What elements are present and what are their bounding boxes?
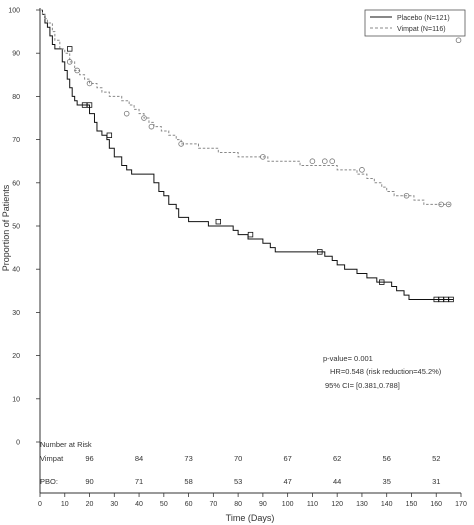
x-tick-label: 90	[259, 501, 267, 508]
placebo-censor-mark	[67, 46, 73, 52]
vimpat-censor-mark	[74, 67, 80, 74]
confidence-interval-text: 95% CI= [0.381,0.788]	[325, 381, 400, 390]
x-tick-label: 150	[406, 501, 418, 508]
placebo-survival-line	[40, 9, 454, 300]
vimpat-censor-mark	[123, 110, 130, 117]
risk-value-vimpat: 70	[234, 454, 242, 463]
risk-value-pbo: 71	[135, 477, 143, 486]
y-tick-label: 10	[12, 396, 20, 403]
y-tick-label: 60	[12, 180, 20, 187]
p-value-text: p-value= 0.001	[323, 354, 373, 363]
x-tick-label: 30	[110, 501, 118, 508]
vimpat-survival-line	[40, 9, 452, 205]
x-tick-label: 120	[331, 501, 343, 508]
risk-value-vimpat: 73	[184, 454, 192, 463]
risk-value-vimpat: 52	[432, 454, 440, 463]
legend-label-vimpat: Vimpat (N=116)	[397, 26, 446, 33]
vimpat-censor-mark	[260, 154, 266, 160]
y-tick-label: 0	[16, 440, 20, 447]
y-tick-label: 20	[12, 353, 20, 360]
vimpat-censor-mark	[148, 123, 155, 130]
y-tick-label: 70	[12, 137, 20, 144]
placebo-censor-mark	[247, 231, 254, 238]
risk-value-vimpat: 62	[333, 454, 341, 463]
vimpat-censor-mark	[86, 80, 93, 87]
x-tick-label: 130	[356, 501, 368, 508]
legend-label-placebo: Placebo (N=121)	[397, 15, 450, 22]
vimpat-censor-mark	[178, 141, 184, 147]
y-axis: 0 10 20 30 40 50 60 70 80 90 100 Proportion of Pat…	[1, 8, 41, 493]
risk-value-pbo: 53	[234, 477, 242, 486]
y-tick-label: 50	[12, 224, 20, 231]
x-tick-label: 170	[455, 501, 467, 508]
placebo-censor-mark	[106, 132, 113, 138]
vimpat-censor-mark	[359, 167, 365, 173]
risk-row-label-vimpat: Vimpat	[40, 454, 64, 463]
legend-box	[364, 9, 466, 37]
x-tick-label: 0	[38, 501, 42, 508]
y-tick-label: 100	[8, 8, 20, 15]
x-tick-label: 50	[160, 501, 168, 508]
y-tick-label: 40	[12, 267, 20, 274]
risk-value-pbo: 44	[333, 477, 341, 486]
vimpat-censor-mark	[403, 192, 410, 199]
risk-value-vimpat: 56	[383, 454, 391, 463]
vimpat-censor-mark	[309, 158, 316, 165]
vimpat-censor-mark	[455, 37, 462, 44]
x-axis: 0 10 20 30 40 50 60 70 80 90 100 110 120 130 140 150 160…	[38, 492, 467, 523]
x-tick-label: 100	[282, 501, 294, 508]
x-tick-group: 0 10 20 30 40 50 60 70 80 90 100 110 120 130 140 150 160…	[38, 493, 467, 508]
x-tick-label: 20	[86, 501, 94, 508]
x-tick-label: 110	[307, 501, 318, 508]
risk-value-vimpat: 67	[283, 454, 291, 463]
y-tick-group: 0 10 20 30 40 50 60 70 80 90 100	[8, 8, 40, 447]
vimpat-censor-mark	[445, 201, 452, 208]
risk-value-vimpat: 96	[85, 454, 93, 463]
x-tick-label: 70	[209, 501, 217, 508]
placebo-censor-mark	[379, 279, 385, 285]
risk-value-pbo: 47	[283, 477, 291, 486]
x-tick-label: 160	[430, 501, 442, 508]
stats-annotation: p-value= 0.001 HR=0.548 (risk reduction=…	[323, 354, 442, 390]
x-tick-label: 60	[185, 501, 193, 508]
risk-value-vimpat: 84	[135, 454, 143, 463]
vimpat-censor-mark	[66, 59, 73, 65]
risk-row-label-pbo: PBO:	[40, 477, 58, 486]
placebo-censor-mark	[86, 102, 93, 108]
risk-value-pbo: 90	[85, 477, 93, 486]
placebo-censor-mark	[448, 296, 454, 303]
y-axis-label: Proportion of Patients	[1, 184, 11, 271]
y-tick-label: 90	[12, 51, 20, 58]
hazard-ratio-text: HR=0.548 (risk reduction=45.2%)	[330, 367, 442, 376]
x-axis-label: Time (Days)	[226, 513, 275, 523]
y-tick-label: 30	[12, 310, 20, 317]
placebo-censor-mark	[215, 218, 222, 225]
x-tick-label: 140	[381, 501, 393, 508]
risk-table-title: Number at Risk	[40, 440, 92, 449]
vimpat-censor-mark	[141, 115, 147, 121]
vimpat-censor-mark	[329, 158, 336, 165]
risk-value-pbo: 35	[383, 477, 391, 486]
y-tick-label: 80	[12, 94, 20, 101]
series-layer	[40, 9, 462, 303]
vimpat-censor-mark	[321, 158, 328, 165]
vimpat-censor-mark	[438, 201, 444, 208]
risk-table: Number at Risk Vimpat PBO: 96 84 73 70 67 62 5…	[40, 440, 440, 486]
legend: Placebo (N=121) Vimpat (N=116)	[364, 9, 466, 37]
x-tick-label: 80	[234, 501, 242, 508]
x-tick-label: 40	[135, 501, 143, 508]
x-tick-label: 10	[61, 501, 69, 508]
placebo-censor-mark	[317, 249, 323, 255]
risk-value-pbo: 58	[184, 477, 192, 486]
risk-value-pbo: 31	[432, 477, 440, 486]
